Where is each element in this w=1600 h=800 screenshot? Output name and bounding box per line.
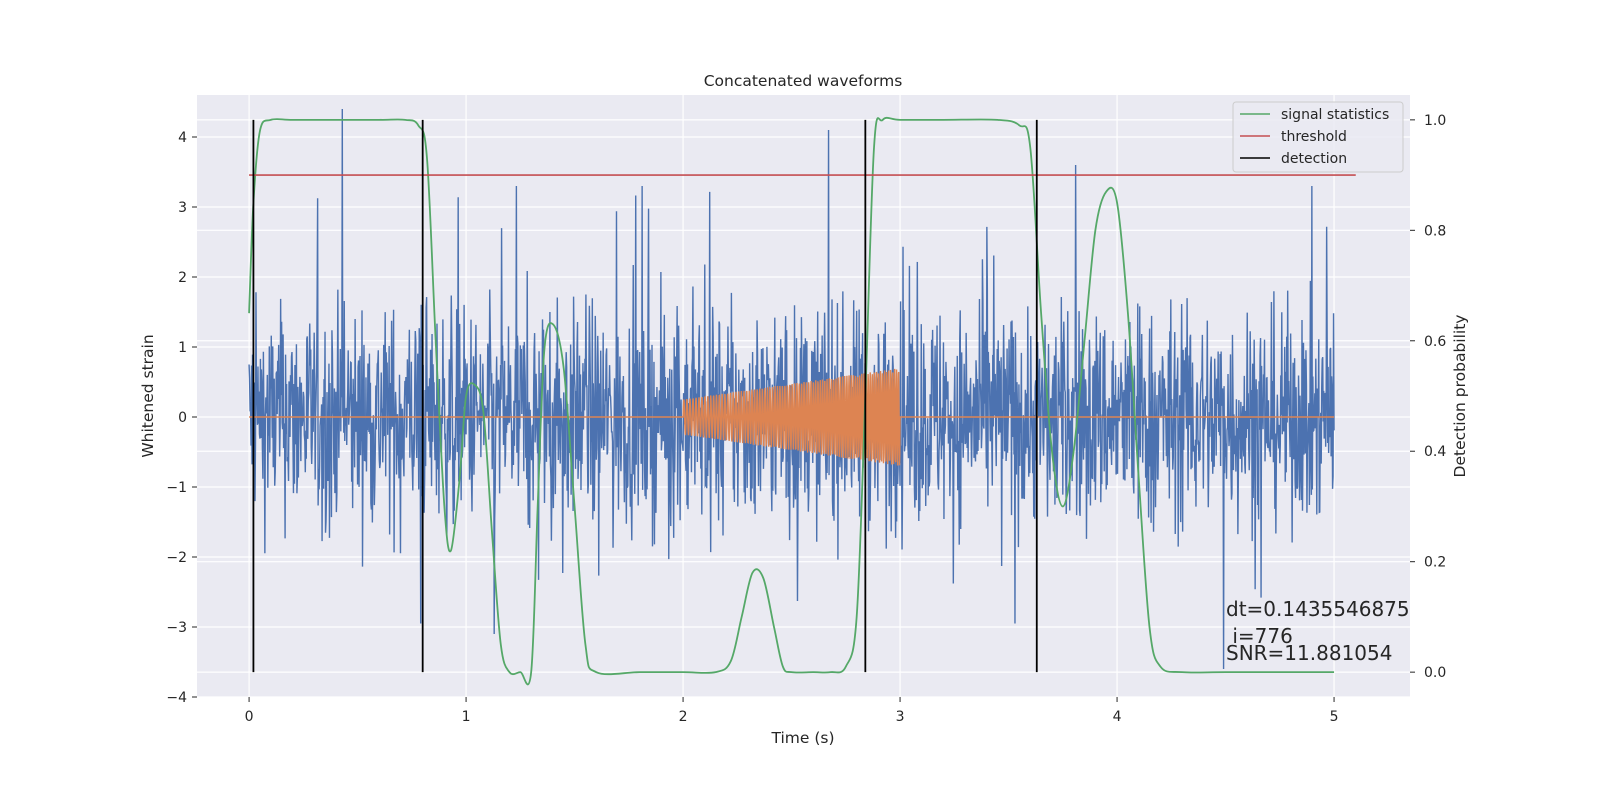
y-axis-label-right: Detection probability xyxy=(1451,315,1469,478)
annotation-dt: dt=0.1435546875 xyxy=(1226,597,1410,621)
chart-title: Concatenated waveforms xyxy=(704,72,903,90)
y-tick-label-left: 4 xyxy=(178,130,187,146)
legend-label-threshold: threshold xyxy=(1281,129,1347,145)
y-tick-label-left: 1 xyxy=(178,340,187,356)
y-tick-label-left: 0 xyxy=(178,410,187,426)
signal-statistics-line xyxy=(248,116,1335,686)
y-tick-label-right: 0.0 xyxy=(1424,665,1446,681)
y-tick-label-right: 0.2 xyxy=(1424,555,1446,571)
y-tick-label-right: 0.4 xyxy=(1424,444,1446,460)
legend-box xyxy=(1232,101,1404,173)
signal-statistics-series xyxy=(248,116,1335,686)
x-tick-label: 2 xyxy=(679,709,688,725)
y-axis-label-left: Whitened strain xyxy=(139,334,157,457)
axes: 0 1 2 3 4 5 −4 −3 −2 −1 0 1 2 3 4 0.0 0.2 0.4 0.6 0.8 1.0 xyxy=(166,113,1446,725)
x-tick-label: 3 xyxy=(896,709,905,725)
y-tick-label-left: −4 xyxy=(166,690,187,706)
y-tick-label-right: 1.0 xyxy=(1424,113,1446,129)
x-tick-label: 1 xyxy=(462,709,471,725)
x-tick-label: 0 xyxy=(245,709,254,725)
y-tick-label-left: −1 xyxy=(166,480,187,496)
y-tick-label-left: −2 xyxy=(166,550,187,566)
y-tick-label-left: −3 xyxy=(166,620,187,636)
x-axis-label: Time (s) xyxy=(770,729,834,747)
y-tick-label-left: 2 xyxy=(178,270,187,286)
y-tick-label-right: 0.8 xyxy=(1424,223,1446,239)
template-line xyxy=(249,368,1335,466)
template-series xyxy=(249,368,1335,466)
x-tick-label: 5 xyxy=(1330,709,1339,725)
legend-label-signal-statistics: signal statistics xyxy=(1281,107,1389,123)
legend-label-detection: detection xyxy=(1281,151,1347,167)
y-tick-label-left: 3 xyxy=(178,200,187,216)
y-tick-label-right: 0.6 xyxy=(1424,334,1446,350)
x-tick-label: 4 xyxy=(1113,709,1122,725)
annotation-index: i=776 xyxy=(1226,624,1293,648)
legend: signal statistics threshold detection xyxy=(1232,101,1404,173)
annotation-snr: SNR=11.881054 xyxy=(1226,641,1392,665)
